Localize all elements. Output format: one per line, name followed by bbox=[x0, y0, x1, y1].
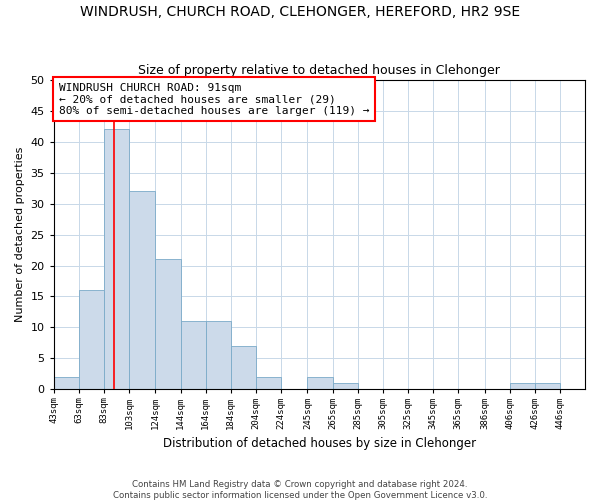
Bar bbox=[307, 377, 332, 390]
Bar bbox=[206, 322, 231, 390]
Bar bbox=[129, 191, 155, 390]
X-axis label: Distribution of detached houses by size in Clehonger: Distribution of detached houses by size … bbox=[163, 437, 476, 450]
Text: WINDRUSH, CHURCH ROAD, CLEHONGER, HEREFORD, HR2 9SE: WINDRUSH, CHURCH ROAD, CLEHONGER, HEREFO… bbox=[80, 5, 520, 19]
Bar bbox=[181, 322, 206, 390]
Text: Contains HM Land Registry data © Crown copyright and database right 2024.
Contai: Contains HM Land Registry data © Crown c… bbox=[113, 480, 487, 500]
Bar bbox=[54, 377, 79, 390]
Text: WINDRUSH CHURCH ROAD: 91sqm
← 20% of detached houses are smaller (29)
80% of sem: WINDRUSH CHURCH ROAD: 91sqm ← 20% of det… bbox=[59, 82, 370, 116]
Bar bbox=[231, 346, 256, 390]
Bar bbox=[104, 129, 129, 390]
Bar bbox=[509, 384, 535, 390]
Title: Size of property relative to detached houses in Clehonger: Size of property relative to detached ho… bbox=[139, 64, 500, 77]
Bar bbox=[332, 384, 358, 390]
Bar bbox=[79, 290, 104, 390]
Y-axis label: Number of detached properties: Number of detached properties bbox=[15, 147, 25, 322]
Bar bbox=[155, 260, 181, 390]
Bar bbox=[535, 384, 560, 390]
Bar bbox=[256, 377, 281, 390]
